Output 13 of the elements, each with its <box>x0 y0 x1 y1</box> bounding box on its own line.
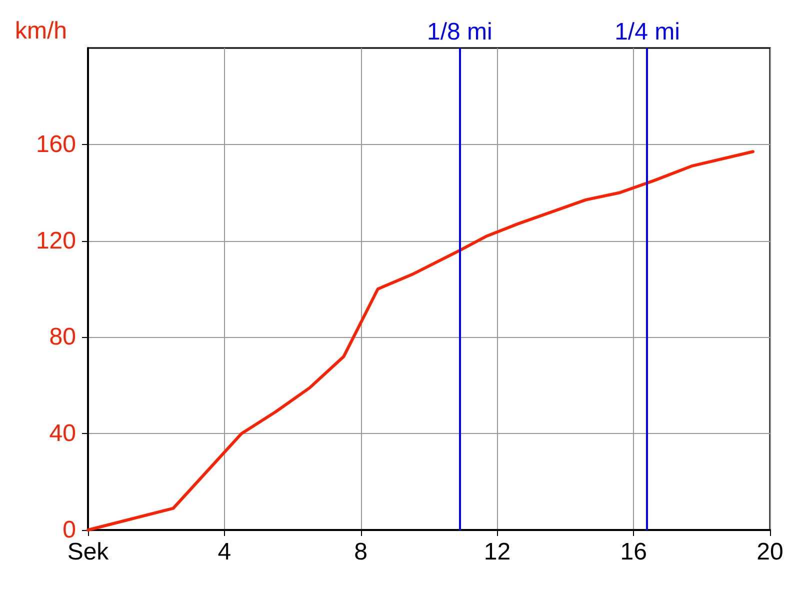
ref-line-label: 1/4 mi <box>614 18 680 46</box>
x-tick-label: 16 <box>620 538 647 566</box>
y-tick-label: 120 <box>36 227 76 254</box>
y-tick-label: 40 <box>49 420 76 448</box>
y-tick-label: 80 <box>49 324 76 351</box>
x-tick-label: 8 <box>354 538 368 566</box>
x-tick-label: 20 <box>756 538 784 566</box>
x-tick-label: 4 <box>218 538 232 566</box>
ref-line-label: 1/8 mi <box>427 18 492 46</box>
x-tick-label: 12 <box>484 538 511 566</box>
line-series <box>86 150 754 532</box>
y-tick-label: 160 <box>36 130 76 158</box>
y-axis-title: km/h <box>15 18 68 44</box>
